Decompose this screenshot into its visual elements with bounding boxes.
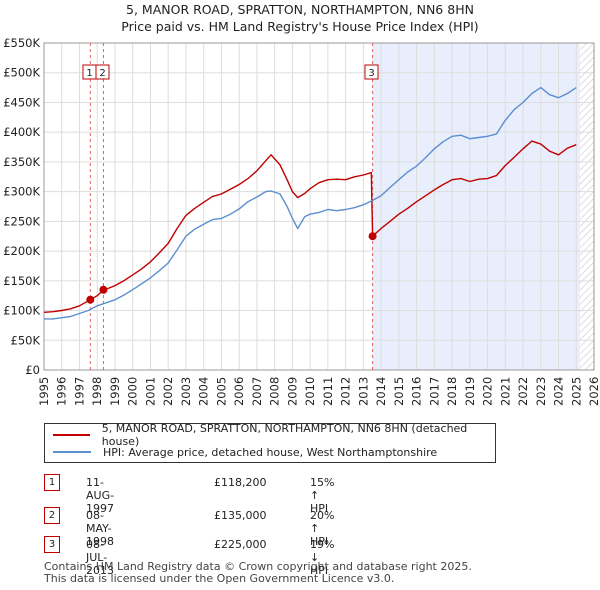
x-tick-label: 2014 (374, 377, 388, 406)
x-tick-label: 2009 (285, 377, 299, 406)
x-tick-label: 1997 (72, 377, 86, 406)
x-tick-label: 2023 (534, 377, 548, 406)
chart-subtitle: Price paid vs. HM Land Registry's House … (121, 19, 479, 34)
sale-date: 11-AUG-1997 (86, 476, 115, 515)
sale-number-badge: 2 (44, 507, 60, 524)
hatched-region (579, 43, 594, 370)
x-tick-label: 1998 (90, 377, 104, 406)
x-tick-label: 1996 (55, 377, 69, 406)
legend-item-hpi: HPI: Average price, detached house, West… (53, 444, 437, 460)
footer-line: This data is licensed under the Open Gov… (44, 572, 395, 585)
x-tick-label: 2008 (268, 377, 282, 406)
x-tick-label: 2007 (250, 377, 264, 406)
x-tick-label: 2021 (498, 377, 512, 406)
sale-date: 08-MAY-1998 (86, 509, 114, 548)
sale-label-number: 2 (99, 68, 105, 79)
footer-attribution: Contains HM Land Registry data © Crown c… (44, 561, 472, 585)
y-tick-label: £350K (3, 155, 40, 169)
sale-label-number: 3 (368, 68, 374, 79)
sale-point (86, 295, 95, 304)
sale-point (368, 232, 377, 241)
x-tick-label: 2025 (569, 377, 583, 406)
footer-line: Contains HM Land Registry data © Crown c… (44, 560, 472, 573)
y-tick-label: £150K (3, 274, 40, 288)
y-tick-label: £500K (3, 66, 40, 80)
x-tick-label: 1995 (37, 377, 51, 406)
sale-price: £118,200 (214, 476, 267, 489)
x-tick-label: 2015 (392, 377, 406, 406)
y-tick-label: £100K (3, 304, 40, 318)
x-tick-label: 2018 (445, 377, 459, 406)
x-tick-label: 2005 (214, 377, 228, 406)
x-tick-label: 2000 (126, 377, 140, 406)
sale-label-box (95, 64, 110, 80)
legend-swatch-property (53, 434, 90, 436)
legend-swatch-hpi (53, 451, 91, 453)
sale-number-badge: 1 (44, 474, 60, 491)
x-tick-label: 1999 (108, 377, 122, 406)
sale-hpi-change: 20% ↑ HPI (310, 509, 335, 548)
y-tick-label: £300K (3, 185, 40, 199)
chart-title: 5, MANOR ROAD, SPRATTON, NORTHAMPTON, NN… (126, 2, 474, 17)
x-tick-label: 2010 (303, 377, 317, 406)
property-price-line (43, 140, 577, 313)
legend-label-hpi: HPI: Average price, detached house, West… (103, 445, 438, 459)
x-tick-label: 2011 (321, 377, 335, 406)
shaded-region (372, 43, 580, 370)
price-chart: £0 £50K £100K £150K £200K £250K £300K £350K £400… (3, 36, 600, 406)
sale-hpi-change: 19% ↓ HPI (310, 538, 335, 577)
plot-border (43, 42, 595, 371)
x-tick-label: 2013 (356, 377, 370, 406)
y-tick-label: £0 (25, 363, 40, 377)
x-tick-label: 2006 (232, 377, 246, 406)
sale-price: £135,000 (214, 509, 267, 522)
sale-hpi-change: 15% ↑ HPI (310, 476, 335, 515)
x-tick-label: 2001 (143, 377, 157, 406)
y-tick-label: £250K (3, 214, 40, 228)
x-tick-label: 2016 (410, 377, 424, 406)
sale-date: 08-JUL-2013 (86, 538, 114, 577)
chart-legend: 5, MANOR ROAD, SPRATTON, NORTHAMPTON, NN… (44, 422, 496, 463)
x-tick-label: 2002 (161, 377, 175, 406)
hpi-line (44, 86, 577, 320)
y-tick-label: £200K (3, 244, 40, 258)
sale-price: £225,000 (214, 538, 267, 551)
sale-number-badge: 3 (44, 536, 60, 553)
legend-item-property: 5, MANOR ROAD, SPRATTON, NORTHAMPTON, NN… (53, 422, 495, 448)
y-tick-label: £550K (3, 36, 40, 50)
x-tick-label: 2019 (463, 377, 477, 406)
x-tick-label: 2022 (516, 377, 530, 406)
y-tick-label: £400K (3, 125, 40, 139)
x-tick-label: 2024 (552, 377, 566, 406)
x-tick-label: 2020 (481, 377, 495, 406)
x-tick-label: 2017 (427, 377, 441, 406)
y-tick-label: £50K (11, 333, 41, 347)
legend-label-property: 5, MANOR ROAD, SPRATTON, NORTHAMPTON, NN… (101, 422, 468, 448)
x-tick-label: 2003 (179, 377, 193, 406)
x-tick-label: 2026 (587, 377, 600, 406)
sale-label-box (364, 64, 379, 80)
x-tick-label: 2012 (339, 377, 353, 406)
x-tick-label: 2004 (197, 377, 211, 406)
sale-point (99, 285, 108, 294)
sale-label-number: 1 (86, 68, 92, 79)
y-tick-label: £450K (3, 95, 40, 109)
